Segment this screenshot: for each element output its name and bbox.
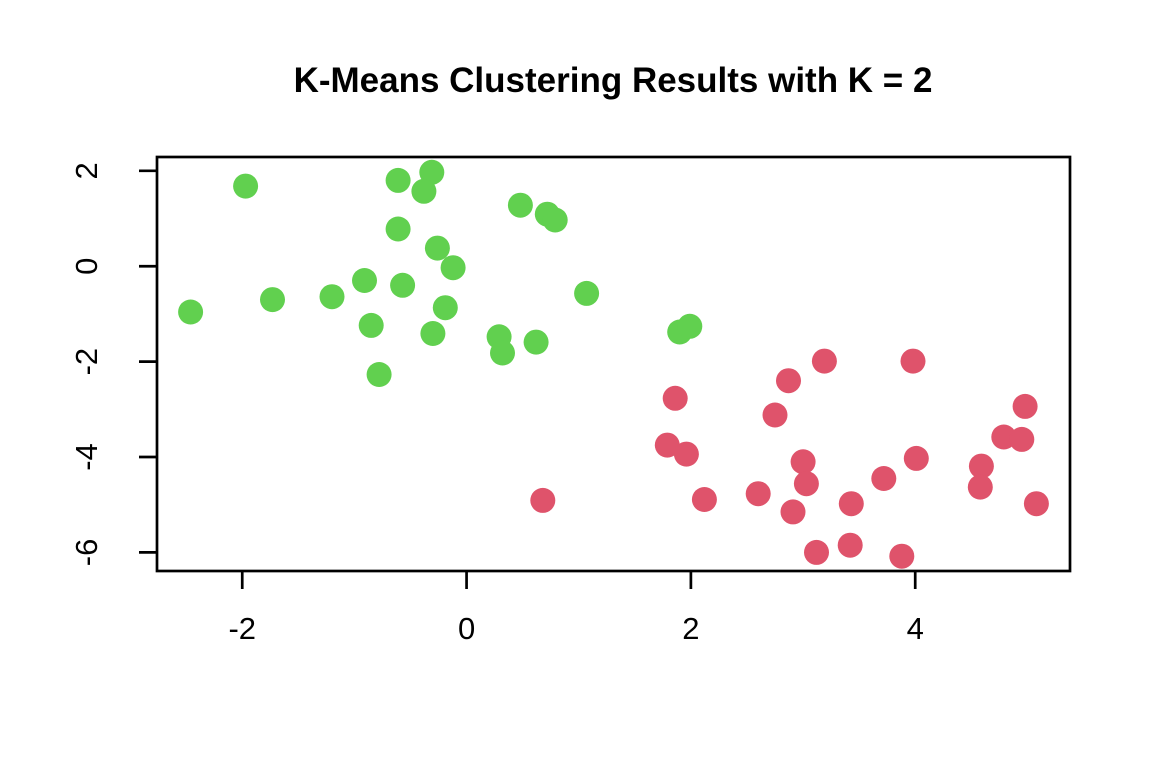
data-point-cluster-1-green [390, 272, 416, 298]
data-point-cluster-2-red [837, 532, 863, 558]
y-axis-tick-label: -6 [69, 539, 104, 567]
data-point-cluster-1-green [424, 235, 450, 261]
data-point-cluster-2-red [804, 539, 829, 565]
data-point-cluster-1-green [574, 280, 600, 306]
data-point-cluster-2-red [762, 402, 788, 428]
data-point-cluster-2-red [673, 441, 699, 467]
data-point-cluster-2-red [530, 487, 556, 513]
data-point-cluster-2-red [967, 474, 993, 500]
data-point-cluster-2-red [790, 449, 816, 475]
y-axis-tick-label: 0 [69, 258, 104, 275]
data-point-cluster-1-green [523, 329, 549, 355]
data-point-cluster-2-red [838, 491, 864, 517]
x-axis-tick-label: 0 [458, 611, 475, 646]
data-point-cluster-1-green [178, 299, 204, 325]
data-point-cluster-2-red [662, 385, 688, 411]
x-axis-tick-label: 4 [907, 611, 924, 646]
data-point-cluster-2-red [654, 432, 680, 458]
data-point-cluster-1-green [490, 340, 515, 366]
plot-box [155, 155, 1072, 573]
data-point-cluster-1-green [358, 312, 384, 338]
data-point-cluster-1-green [440, 255, 466, 281]
data-point-cluster-1-green [385, 167, 411, 193]
data-point-cluster-2-red [968, 453, 994, 479]
data-point-cluster-2-red [1023, 491, 1049, 517]
data-point-cluster-1-green [385, 216, 411, 242]
chart-title: K-Means Clustering Results with K = 2 [294, 61, 933, 100]
data-point-cluster-1-green [233, 173, 259, 199]
y-axis-tick-label: 2 [69, 162, 104, 179]
data-point-cluster-2-red [889, 543, 915, 569]
x-axis-tick-label: -2 [228, 611, 256, 646]
data-point-cluster-2-red [1009, 426, 1035, 452]
data-point-cluster-2-red [811, 348, 837, 374]
data-point-cluster-1-green [542, 207, 568, 233]
data-point-cluster-2-red [903, 445, 929, 471]
data-point-cluster-1-green [507, 192, 533, 218]
data-point-cluster-2-red [871, 466, 897, 491]
data-point-cluster-1-green [420, 321, 446, 346]
data-point-cluster-1-green [677, 313, 703, 339]
data-point-cluster-2-red [776, 368, 801, 394]
data-point-cluster-2-red [691, 487, 717, 512]
x-axis-tick-label: 2 [682, 611, 699, 646]
data-point-cluster-1-green [411, 178, 437, 204]
y-axis-tick-label: -2 [69, 348, 104, 376]
data-point-cluster-1-green [432, 295, 458, 321]
data-point-cluster-1-green [366, 362, 392, 387]
data-point-cluster-2-red [793, 471, 819, 497]
data-point-cluster-1-green [419, 159, 445, 185]
data-point-cluster-1-green [352, 268, 377, 293]
data-point-cluster-2-red [1012, 393, 1038, 419]
data-point-cluster-1-green [319, 284, 345, 310]
y-axis-tick-label: -4 [69, 443, 104, 471]
data-point-cluster-2-red [745, 481, 771, 507]
data-point-cluster-2-red [900, 348, 926, 374]
data-point-cluster-2-red [780, 499, 806, 525]
data-point-cluster-1-green [260, 287, 285, 313]
